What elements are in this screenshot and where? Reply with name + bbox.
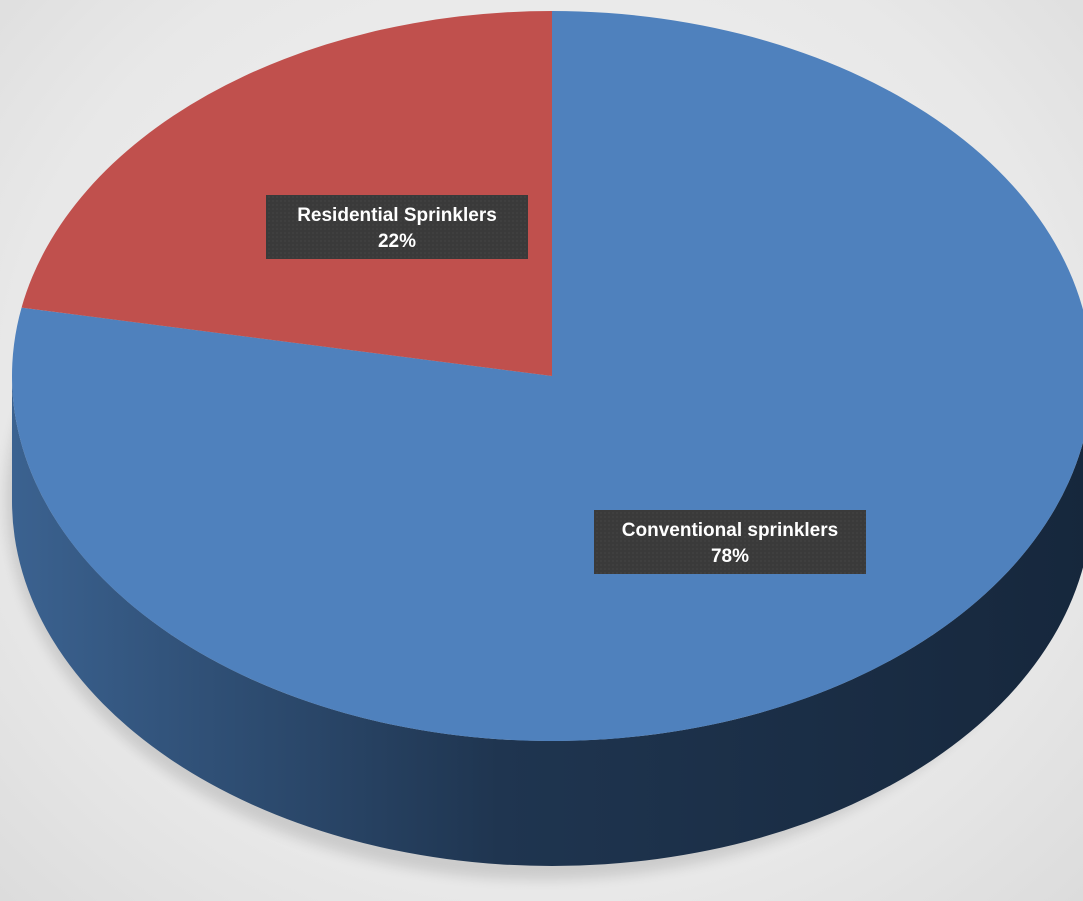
data-label-residential-sprinklers: Residential Sprinklers 22% — [266, 195, 528, 259]
data-label-category: Residential Sprinklers — [297, 205, 497, 226]
data-label-background — [266, 195, 528, 259]
data-label-background — [594, 510, 866, 574]
pie-side-walls — [12, 376, 1083, 866]
pie-slice-residential-sprinklers[interactable] — [21, 11, 553, 376]
data-label-value: 22% — [378, 231, 416, 252]
data-label-conventional-sprinklers: Conventional sprinklers 78% — [594, 510, 866, 574]
pie-side-wall — [12, 376, 1083, 866]
data-label-value: 78% — [711, 546, 749, 567]
pie-slices — [12, 11, 1083, 741]
pie-data-labels: Conventional sprinklers 78% Residential Sp… — [266, 195, 866, 574]
data-label-category: Conventional sprinklers — [622, 520, 838, 541]
